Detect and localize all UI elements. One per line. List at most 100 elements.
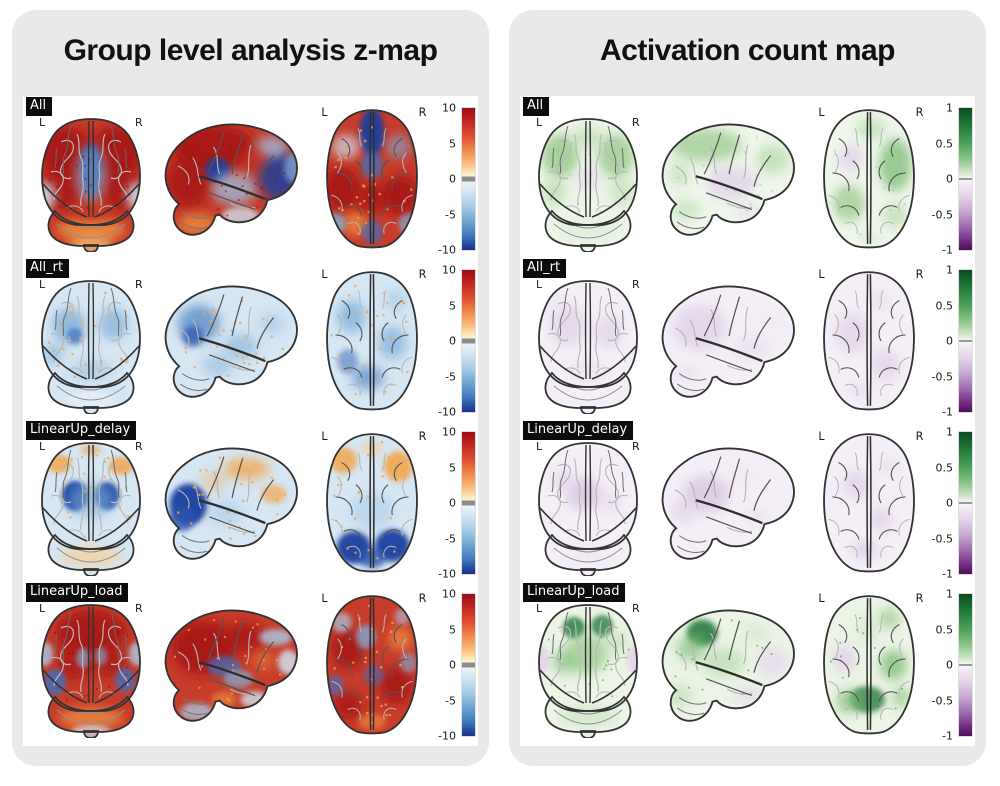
- colorbar-tick: 0: [946, 172, 953, 186]
- colorbar-tick: 5: [449, 623, 456, 636]
- right-hemisphere-label: R: [632, 440, 640, 453]
- colorbar-tick: 0.5: [935, 299, 954, 312]
- colorbar-tick: 5: [449, 299, 456, 312]
- colorbar-zero-marker: [959, 340, 972, 342]
- colorbar-zero-marker: [959, 178, 972, 180]
- colorbar-tick-labels: 10 5 0 -5 -10: [421, 426, 456, 581]
- colorbar-tick: -10: [438, 405, 456, 419]
- colorbar-tick: -1: [942, 405, 953, 419]
- sagittal-brain-view: [648, 278, 804, 413]
- colorbar: 1 0.5 0 -0.5 -1: [918, 264, 972, 419]
- colorbar-tick: -5: [445, 208, 456, 221]
- left-hemisphere-label: L: [818, 592, 825, 605]
- sagittal-brain-view: [151, 116, 307, 251]
- right-hemisphere-label: R: [419, 106, 427, 119]
- left-hemisphere-label: L: [321, 430, 328, 443]
- colorbar-gradient: [959, 108, 972, 250]
- colorbar-tick: 0.5: [935, 137, 954, 150]
- colorbar-tick: 10: [442, 587, 456, 601]
- panel-title-count: Activation count map: [599, 34, 896, 67]
- sagittal-brain-view: [648, 116, 804, 251]
- right-hemisphere-label: R: [135, 440, 143, 453]
- colorbar-tick: 1: [946, 425, 953, 439]
- colorbar-tick: 5: [449, 137, 456, 150]
- colorbar-tick: 0: [449, 658, 456, 672]
- left-hemisphere-label: L: [39, 602, 46, 615]
- colorbar-zero-marker: [462, 500, 475, 506]
- colorbar-tick: -1: [942, 729, 953, 743]
- colorbar-tick-labels: 1 0.5 0 -0.5 -1: [918, 264, 954, 419]
- colorbar-tick: -5: [445, 532, 456, 545]
- colorbar: 10 5 0 -5 -10: [421, 588, 475, 743]
- colorbar-tick: 0: [449, 334, 456, 348]
- colorbar-tick: 0.5: [935, 623, 954, 636]
- left-hemisphere-label: L: [536, 116, 543, 129]
- colorbar-gradient: [462, 432, 475, 574]
- condition-label: All_rt: [523, 259, 567, 278]
- colorbar-tick: 1: [946, 587, 953, 601]
- right-hemisphere-label: R: [419, 268, 427, 281]
- colorbar-tick-labels: 1 0.5 0 -0.5 -1: [918, 102, 954, 257]
- right-hemisphere-label: R: [135, 278, 143, 291]
- sagittal-brain-view: [648, 440, 804, 575]
- colorbar-tick: 0: [946, 658, 953, 672]
- colorbar-tick-labels: 1 0.5 0 -0.5 -1: [918, 588, 954, 743]
- condition-label: LinearUp_load: [523, 583, 626, 602]
- colorbar-tick-labels: 10 5 0 -5 -10: [421, 102, 456, 257]
- right-hemisphere-label: R: [632, 602, 640, 615]
- panel-title-zmap: Group level analysis z-map: [63, 34, 438, 67]
- left-hemisphere-label: L: [39, 278, 46, 291]
- colorbar-tick: 0.5: [935, 461, 954, 474]
- colorbar-zero-marker: [462, 662, 475, 668]
- colorbar-tick-labels: 1 0.5 0 -0.5 -1: [918, 426, 954, 581]
- left-hemisphere-label: L: [536, 602, 543, 615]
- sagittal-brain-view: [151, 602, 307, 737]
- colorbar: 1 0.5 0 -0.5 -1: [918, 588, 972, 743]
- condition-label: All_rt: [26, 259, 70, 278]
- colorbar-tick: -0.5: [931, 694, 953, 707]
- colorbar: 10 5 0 -5 -10: [421, 426, 475, 581]
- colorbar-tick: -5: [445, 370, 456, 383]
- colorbar-tick: -10: [438, 729, 456, 743]
- colorbar-tick: -0.5: [931, 208, 953, 221]
- left-hemisphere-label: L: [39, 440, 46, 453]
- colorbar-tick: 1: [946, 263, 953, 277]
- left-hemisphere-label: L: [536, 278, 543, 291]
- right-hemisphere-label: R: [916, 430, 924, 443]
- right-hemisphere-label: R: [916, 592, 924, 605]
- right-hemisphere-label: R: [135, 116, 143, 129]
- condition-label: LinearUp_delay: [26, 421, 137, 440]
- left-hemisphere-label: L: [39, 116, 46, 129]
- colorbar-tick: 10: [442, 101, 456, 115]
- colorbar-tick: -10: [438, 567, 456, 581]
- condition-label: All: [26, 97, 53, 116]
- sagittal-brain-view: [648, 602, 804, 737]
- condition-label: All: [523, 97, 550, 116]
- right-hemisphere-label: R: [916, 268, 924, 281]
- colorbar-zero-marker: [959, 664, 972, 666]
- sagittal-brain-view: [151, 440, 307, 575]
- right-hemisphere-label: R: [419, 592, 427, 605]
- colorbar-tick-labels: 10 5 0 -5 -10: [421, 588, 456, 743]
- colorbar: 1 0.5 0 -0.5 -1: [918, 102, 972, 257]
- colorbar-tick: -0.5: [931, 370, 953, 383]
- left-hemisphere-label: L: [321, 592, 328, 605]
